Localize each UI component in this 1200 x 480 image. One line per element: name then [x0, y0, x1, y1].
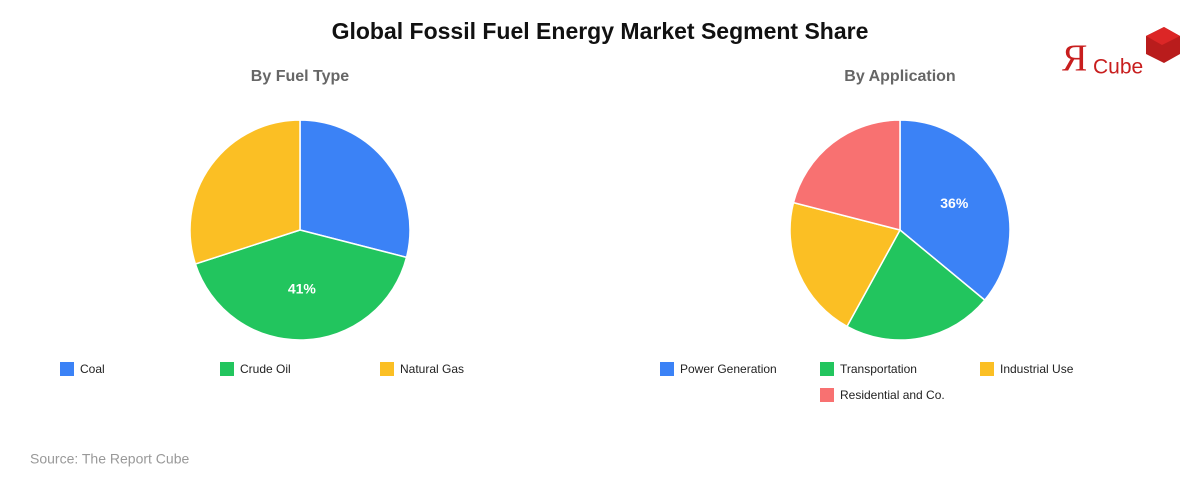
legend-swatch [820, 388, 834, 402]
pie-slice [899, 119, 1011, 302]
slice-label: 36% [940, 195, 969, 211]
legend-swatch [220, 362, 234, 376]
legend-swatch [660, 362, 674, 376]
logo: Я Cube [1062, 27, 1180, 80]
page-title: Global Fossil Fuel Energy Market Segment… [332, 18, 869, 44]
legend-swatch [820, 362, 834, 376]
legend-label: Industrial Use [1000, 362, 1074, 376]
legend-label: Residential and Co. [840, 388, 945, 402]
logo-cube-top [1146, 27, 1180, 45]
slice-label: 41% [288, 281, 317, 297]
legend-swatch [60, 362, 74, 376]
legend-label: Transportation [840, 362, 917, 376]
pie-slice [189, 119, 301, 265]
source: Source: The Report Cube [30, 451, 189, 467]
pie-slice [792, 119, 901, 231]
legend-label: Natural Gas [400, 362, 464, 376]
legend-label: Crude Oil [240, 362, 291, 376]
legend-swatch [380, 362, 394, 376]
pie-slice [789, 201, 902, 328]
chart-title: By Fuel Type [251, 68, 349, 85]
legend-label: Coal [80, 362, 105, 376]
logo-text: Cube [1093, 56, 1143, 79]
pie-slice [845, 228, 986, 341]
legend-swatch [980, 362, 994, 376]
pie-slice [194, 229, 408, 341]
pie-slice [299, 119, 411, 259]
logo-mark: Я [1062, 38, 1087, 80]
legend-label: Power Generation [680, 362, 777, 376]
chart-title: By Application [844, 68, 955, 85]
